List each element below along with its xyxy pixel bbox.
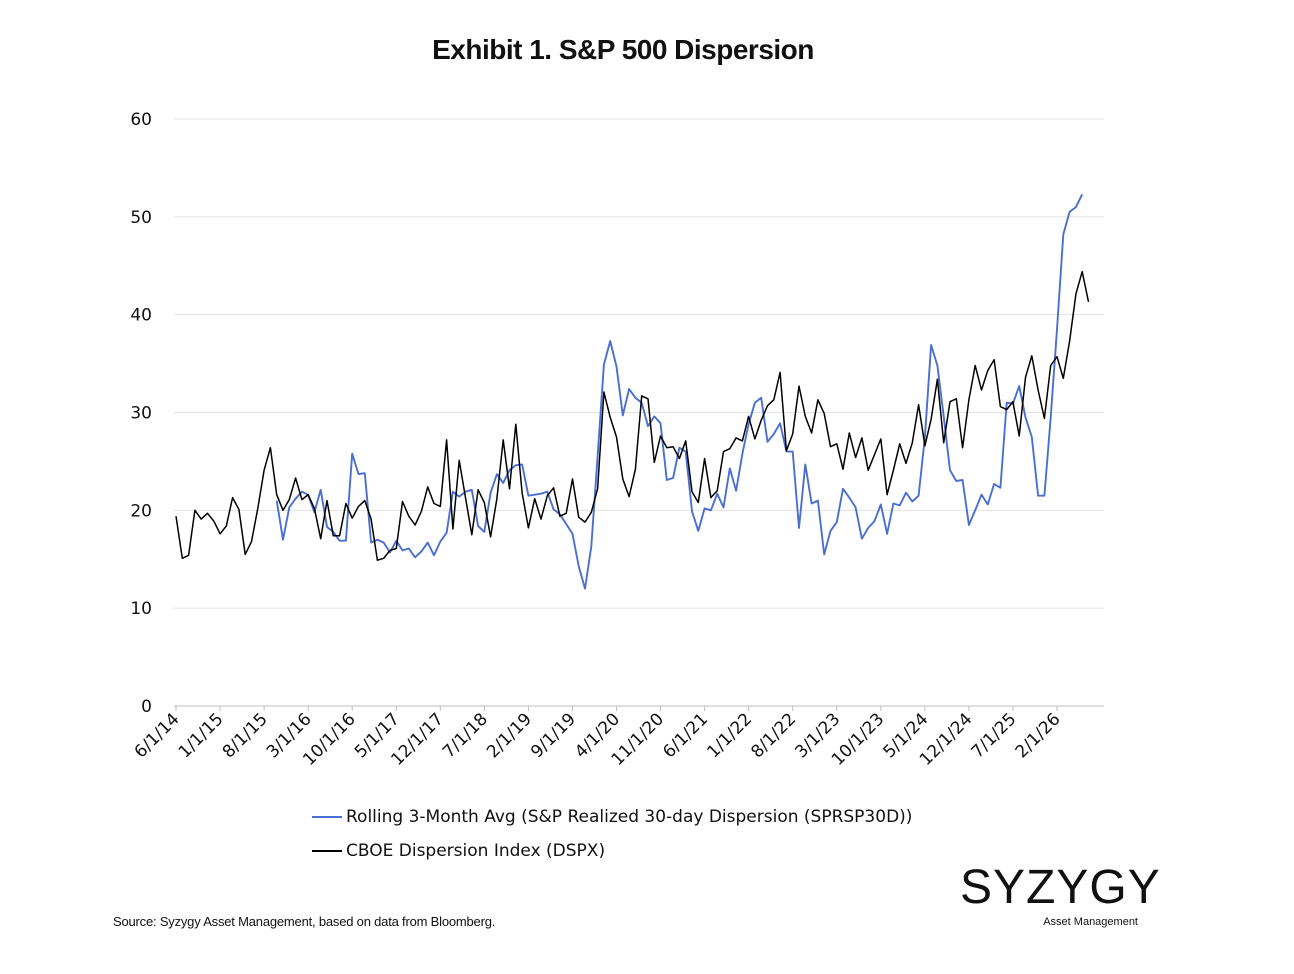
x-tick-label: 6/1/14 xyxy=(131,709,184,762)
x-tick-label: 2/1/19 xyxy=(483,709,536,762)
x-tick-label: 6/1/21 xyxy=(659,709,712,762)
legend-label-dspx: CBOE Dispersion Index (DSPX) xyxy=(346,841,606,861)
y-tick-label: 30 xyxy=(130,404,152,424)
x-tick-label: 7/1/18 xyxy=(439,709,492,762)
y-tick-label: 20 xyxy=(130,501,152,521)
x-tick-label: 2/1/26 xyxy=(1012,709,1065,762)
y-tick-label: 50 xyxy=(130,208,152,228)
y-tick-label: 0 xyxy=(141,697,152,717)
logo-wordmark: SYZYGY xyxy=(960,861,1161,914)
x-tick-label: 1/1/22 xyxy=(703,709,756,762)
legend-swatch-rolling-avg xyxy=(312,816,342,818)
x-tick-label: 7/1/25 xyxy=(968,709,1021,762)
x-tick-label: 8/1/15 xyxy=(219,709,272,762)
syzygy-logo: SYZYGY Asset Management xyxy=(960,861,1161,929)
legend-item-rolling-avg: Rolling 3-Month Avg (S&P Realized 30-day… xyxy=(312,800,912,834)
legend: Rolling 3-Month Avg (S&P Realized 30-day… xyxy=(312,800,912,868)
x-tick-label: 8/1/22 xyxy=(747,709,800,762)
grid-lines xyxy=(174,118,1104,609)
legend-label-rolling-avg: Rolling 3-Month Avg (S&P Realized 30-day… xyxy=(346,807,913,827)
series-lines xyxy=(175,193,1090,590)
source-note: Source: Syzygy Asset Management, based o… xyxy=(113,914,496,929)
legend-item-dspx: CBOE Dispersion Index (DSPX) xyxy=(312,834,912,868)
y-tick-label: 40 xyxy=(130,306,152,326)
y-tick-label: 10 xyxy=(130,599,152,619)
x-tick-label: 9/1/19 xyxy=(527,709,580,762)
y-axis-ticks: 0 10 20 30 40 50 60 xyxy=(130,110,152,717)
x-tick-label: 1/1/15 xyxy=(175,709,228,762)
x-axis: 6/1/141/1/158/1/153/1/1610/1/165/1/1712/… xyxy=(131,705,1104,770)
logo-subtitle: Asset Management xyxy=(1043,916,1138,928)
series-line-rolling-avg xyxy=(275,193,1084,590)
y-tick-label: 60 xyxy=(130,110,152,130)
chart-title: Exhibit 1. S&P 500 Dispersion xyxy=(432,34,814,65)
series-line-dspx xyxy=(175,270,1090,561)
legend-swatch-dspx xyxy=(312,850,342,852)
